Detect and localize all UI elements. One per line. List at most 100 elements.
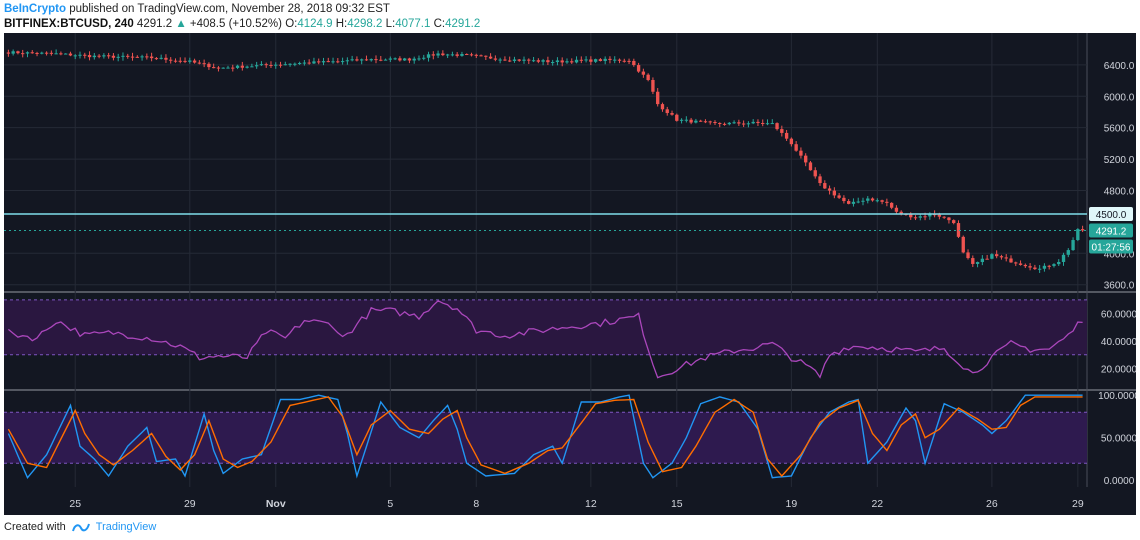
candle[interactable] <box>737 122 741 124</box>
candle[interactable] <box>154 58 159 60</box>
candle[interactable] <box>44 52 49 54</box>
candle[interactable] <box>64 53 68 55</box>
candle[interactable] <box>508 60 512 62</box>
candle[interactable] <box>937 214 942 217</box>
candle[interactable] <box>388 58 393 60</box>
candle[interactable] <box>488 56 493 59</box>
candle[interactable] <box>374 59 378 61</box>
candle[interactable] <box>1037 268 1042 270</box>
candle[interactable] <box>598 59 603 61</box>
candle[interactable] <box>1061 254 1066 262</box>
publisher-name[interactable]: BeInCrypto <box>4 3 66 15</box>
candle[interactable] <box>412 58 416 61</box>
candle[interactable] <box>746 123 751 125</box>
candle[interactable] <box>307 62 311 64</box>
candle[interactable] <box>823 183 827 189</box>
candle[interactable] <box>469 54 474 56</box>
chart-canvas[interactable]: 6400.0 6000.0 5600.0 5200.0 4800.0 4000.0 3600… <box>4 33 1136 515</box>
candle[interactable] <box>460 53 464 56</box>
candle[interactable] <box>1004 257 1008 259</box>
candle[interactable] <box>297 62 302 64</box>
candle[interactable] <box>517 59 521 61</box>
candle[interactable] <box>87 55 92 58</box>
candle[interactable] <box>169 59 173 61</box>
candle[interactable] <box>450 54 455 56</box>
candle[interactable] <box>899 211 903 215</box>
stochastic-k-line[interactable] <box>7 394 1083 480</box>
candle[interactable] <box>498 59 502 61</box>
rsi-panel[interactable] <box>4 299 1087 379</box>
countdown-label[interactable]: 01:27:56 <box>1092 242 1131 253</box>
candle[interactable] <box>16 51 20 54</box>
candle[interactable] <box>422 57 426 59</box>
candle[interactable] <box>641 71 646 75</box>
candle[interactable] <box>231 67 235 69</box>
time-axis[interactable]: 25 29 Nov 5 8 12 15 19 22 26 29 <box>69 498 1083 510</box>
candle[interactable] <box>889 202 894 208</box>
candle[interactable] <box>293 63 297 65</box>
candle[interactable] <box>92 55 96 58</box>
candle[interactable] <box>1009 258 1013 263</box>
candle[interactable] <box>574 59 579 63</box>
candle[interactable] <box>1080 229 1085 231</box>
candle[interactable] <box>961 236 965 253</box>
candle[interactable] <box>593 59 598 62</box>
candle[interactable] <box>875 200 879 202</box>
candle[interactable] <box>135 56 139 58</box>
candle[interactable] <box>1042 265 1047 269</box>
candle[interactable] <box>627 60 631 62</box>
candle[interactable] <box>694 120 698 123</box>
candle[interactable] <box>336 61 340 63</box>
candle[interactable] <box>784 132 789 139</box>
candle[interactable] <box>417 58 421 60</box>
candle[interactable] <box>312 61 316 64</box>
price-panel[interactable] <box>4 49 1087 273</box>
candle[interactable] <box>980 258 985 263</box>
candle[interactable] <box>188 60 192 62</box>
candle[interactable] <box>1033 267 1037 270</box>
candle[interactable] <box>923 216 927 218</box>
candle[interactable] <box>455 54 459 56</box>
candle[interactable] <box>703 121 708 123</box>
candle[interactable] <box>698 120 703 122</box>
candle[interactable] <box>317 61 321 63</box>
candle[interactable] <box>770 123 774 125</box>
candle[interactable] <box>503 59 507 61</box>
candle[interactable] <box>221 67 225 69</box>
candle[interactable] <box>484 55 488 57</box>
candle[interactable] <box>83 54 87 56</box>
candle[interactable] <box>1066 250 1070 255</box>
candle[interactable] <box>145 56 149 58</box>
candle[interactable] <box>235 65 240 68</box>
candle[interactable] <box>684 119 689 121</box>
candle[interactable] <box>68 53 73 56</box>
candle[interactable] <box>197 62 202 64</box>
candle[interactable] <box>283 64 287 66</box>
candle[interactable] <box>73 55 77 57</box>
candle[interactable] <box>436 53 440 56</box>
candle[interactable] <box>126 55 130 57</box>
candle[interactable] <box>479 55 483 57</box>
candle[interactable] <box>837 195 841 198</box>
candle[interactable] <box>35 52 39 54</box>
candle[interactable] <box>402 58 407 61</box>
candle[interactable] <box>856 201 860 203</box>
candle[interactable] <box>1057 261 1061 265</box>
candle[interactable] <box>1047 265 1051 267</box>
candle[interactable] <box>59 53 63 55</box>
candle[interactable] <box>804 155 808 163</box>
candle[interactable] <box>622 60 626 62</box>
candle[interactable] <box>985 258 989 260</box>
candle[interactable] <box>971 258 975 264</box>
candle[interactable] <box>350 59 354 61</box>
price-label[interactable]: 4291.2 <box>1096 226 1127 237</box>
candle[interactable] <box>512 59 517 61</box>
candle[interactable] <box>670 113 674 115</box>
candle[interactable] <box>722 123 727 125</box>
candle[interactable] <box>6 52 11 54</box>
candle[interactable] <box>159 57 163 59</box>
candle[interactable] <box>780 129 784 133</box>
candle[interactable] <box>527 59 531 61</box>
resistance-label[interactable]: 4500.0 <box>1096 210 1127 221</box>
candle[interactable] <box>178 60 182 62</box>
